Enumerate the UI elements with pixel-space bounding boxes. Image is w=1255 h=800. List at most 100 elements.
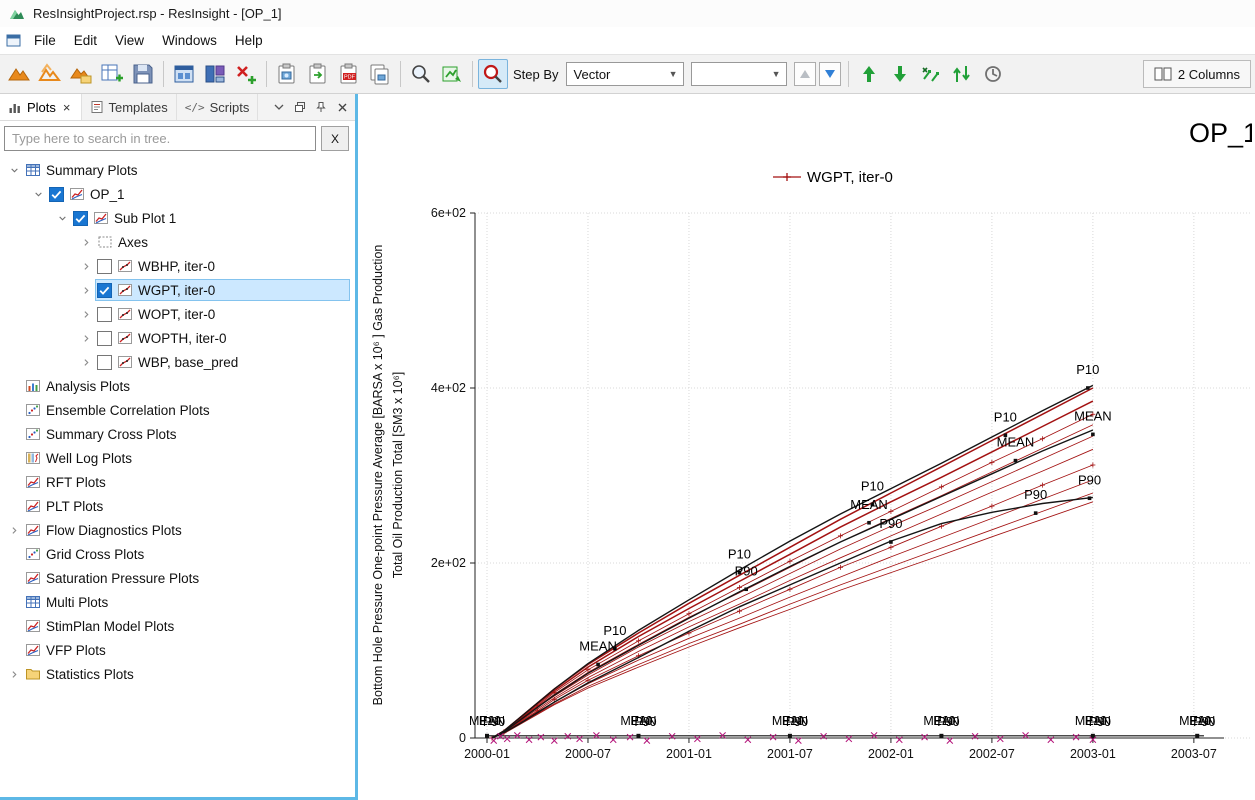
checkbox[interactable]	[97, 355, 112, 370]
expander-icon[interactable]	[54, 210, 71, 226]
menu-help[interactable]: Help	[226, 29, 272, 52]
tree-item-well-log-plots[interactable]: Well Log Plots	[0, 446, 355, 470]
expander-icon[interactable]	[6, 522, 23, 538]
tree-item-rft-plots[interactable]: RFT Plots	[0, 470, 355, 494]
tree-item-stimplan-model-plots[interactable]: StimPlan Model Plots	[0, 614, 355, 638]
tree-item-body[interactable]: Ensemble Correlation Plots	[23, 399, 350, 421]
tree-item-body[interactable]: WOPT, iter-0	[95, 303, 350, 325]
tree-item-body[interactable]: WBP, base_pred	[95, 351, 350, 373]
expander-icon[interactable]	[78, 234, 95, 250]
tree-item-saturation-pressure-plots[interactable]: Saturation Pressure Plots	[0, 566, 355, 590]
curve-down-button[interactable]	[885, 59, 915, 89]
tree-item-wopt-iter-0[interactable]: WOPT, iter-0	[0, 302, 355, 326]
menu-file[interactable]: File	[25, 29, 65, 52]
menu-windows[interactable]: Windows	[153, 29, 226, 52]
tree-item-vfp-plots[interactable]: VFP Plots	[0, 638, 355, 662]
tree-item-body[interactable]: Summary Cross Plots	[23, 423, 350, 445]
expander-icon[interactable]	[78, 330, 95, 346]
checkbox[interactable]	[97, 259, 112, 274]
tree-item-body[interactable]: PLT Plots	[23, 495, 350, 517]
tree-item-body[interactable]: Well Log Plots	[23, 447, 350, 469]
columns-layout-button[interactable]: 2 Columns	[1143, 60, 1251, 88]
tree-item-axes[interactable]: Axes	[0, 230, 355, 254]
tab-templates[interactable]: Templates	[82, 94, 177, 120]
tree-item-body[interactable]: Analysis Plots	[23, 375, 350, 397]
dock-pin-icon[interactable]	[312, 98, 330, 116]
menu-view[interactable]: View	[106, 29, 153, 52]
import-ensemble-button[interactable]	[35, 59, 65, 89]
dock-menu-icon[interactable]	[270, 98, 288, 116]
plot-canvas[interactable]: 2000-012000-072001-012001-072002-012002-…	[358, 94, 1255, 800]
search-clear-button[interactable]: X	[321, 126, 349, 151]
tree-item-statistics-plots[interactable]: Statistics Plots	[0, 662, 355, 686]
tree-item-body[interactable]: RFT Plots	[23, 471, 350, 493]
new-summary-plot-button[interactable]	[97, 59, 127, 89]
tree-item-sub-plot-1[interactable]: Sub Plot 1	[0, 206, 355, 230]
tree-item-body[interactable]: OP_1	[47, 183, 350, 205]
tab-plots[interactable]: Plots ×	[0, 94, 82, 120]
tree-item-wbp-base-pred[interactable]: WBP, base_pred	[0, 350, 355, 374]
tree-item-wgpt-iter-0[interactable]: WGPT, iter-0	[0, 278, 355, 302]
delete-items-button[interactable]	[231, 59, 261, 89]
expander-icon[interactable]	[6, 162, 23, 178]
tree-item-body[interactable]: Statistics Plots	[23, 663, 350, 685]
curves-split-button[interactable]	[947, 59, 977, 89]
snapshot-pdf-button[interactable]: PDF	[334, 59, 364, 89]
import-summary-case-button[interactable]	[4, 59, 34, 89]
checkbox[interactable]	[97, 307, 112, 322]
step-analysis-button[interactable]	[478, 59, 508, 89]
expander-icon[interactable]	[78, 282, 95, 298]
dock-close-icon[interactable]	[333, 98, 351, 116]
expander-icon[interactable]	[78, 258, 95, 274]
snapshot-clipboard-button[interactable]	[272, 59, 302, 89]
tree-item-body[interactable]: Multi Plots	[23, 591, 350, 613]
expander-icon[interactable]	[30, 186, 47, 202]
tree-search-input[interactable]	[4, 126, 316, 151]
tree-item-grid-cross-plots[interactable]: Grid Cross Plots	[0, 542, 355, 566]
checkbox[interactable]	[97, 331, 112, 346]
step-value-select[interactable]: ▼	[691, 62, 787, 86]
tree-item-body[interactable]: Grid Cross Plots	[23, 543, 350, 565]
checkbox[interactable]	[49, 187, 64, 202]
tree-item-body[interactable]: Saturation Pressure Plots	[23, 567, 350, 589]
tree-item-op-1[interactable]: OP_1	[0, 182, 355, 206]
import-summary-group-button[interactable]	[66, 59, 96, 89]
zoom-all-button[interactable]	[406, 59, 436, 89]
tree-item-body[interactable]: Flow Diagnostics Plots	[23, 519, 350, 541]
tree-item-body[interactable]: StimPlan Model Plots	[23, 615, 350, 637]
tab-scripts[interactable]: </> Scripts	[177, 94, 259, 120]
plot-window-button[interactable]	[169, 59, 199, 89]
refresh-plot-button[interactable]	[437, 59, 467, 89]
expander-icon[interactable]	[78, 306, 95, 322]
tree-item-body[interactable]: Axes	[95, 231, 350, 253]
expander-icon[interactable]	[78, 354, 95, 370]
dock-float-icon[interactable]	[291, 98, 309, 116]
tree-item-body[interactable]: WOPTH, iter-0	[95, 327, 350, 349]
tree-item-wopth-iter-0[interactable]: WOPTH, iter-0	[0, 326, 355, 350]
save-project-button[interactable]	[128, 59, 158, 89]
tree-item-analysis-plots[interactable]: Analysis Plots	[0, 374, 355, 398]
tree-item-plt-plots[interactable]: PLT Plots	[0, 494, 355, 518]
tree-item-body[interactable]: Sub Plot 1	[71, 207, 350, 229]
step-previous-button[interactable]	[794, 62, 816, 86]
tree-item-summary-cross-plots[interactable]: Summary Cross Plots	[0, 422, 355, 446]
history-button[interactable]	[978, 59, 1008, 89]
curve-up-button[interactable]	[854, 59, 884, 89]
expander-icon[interactable]	[6, 666, 23, 682]
tree-item-multi-plots[interactable]: Multi Plots	[0, 590, 355, 614]
snapshot-file-button[interactable]	[303, 59, 333, 89]
tree-item-body[interactable]: WBHP, iter-0	[95, 255, 350, 277]
tree-item-body[interactable]: Summary Plots	[23, 159, 350, 181]
step-next-button[interactable]	[819, 62, 841, 86]
menu-edit[interactable]: Edit	[65, 29, 106, 52]
checkbox[interactable]	[97, 283, 112, 298]
tile-windows-button[interactable]	[200, 59, 230, 89]
tree-item-summary-plots[interactable]: Summary Plots	[0, 158, 355, 182]
tree-item-wbhp-iter-0[interactable]: WBHP, iter-0	[0, 254, 355, 278]
snapshot-all-button[interactable]	[365, 59, 395, 89]
checkbox[interactable]	[73, 211, 88, 226]
curves-apply-button[interactable]	[916, 59, 946, 89]
tree-item-flow-diagnostics-plots[interactable]: Flow Diagnostics Plots	[0, 518, 355, 542]
tree-item-body[interactable]: VFP Plots	[23, 639, 350, 661]
tab-close-icon[interactable]: ×	[61, 100, 73, 115]
